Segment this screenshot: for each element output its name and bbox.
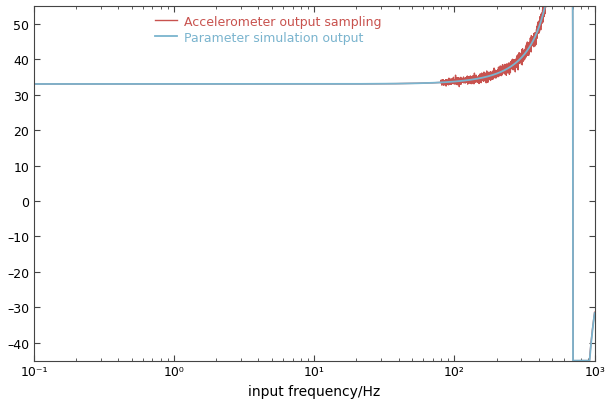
Parameter simulation output <box>446 80 453 85</box>
Accelerometer output sampling <box>570 358 577 363</box>
Accelerometer output sampling <box>30 82 37 87</box>
Parameter simulation output <box>542 4 549 9</box>
Accelerometer output sampling <box>446 79 453 84</box>
Line: Accelerometer output sampling: Accelerometer output sampling <box>34 7 595 361</box>
X-axis label: input frequency/Hz: input frequency/Hz <box>248 384 381 398</box>
Line: Parameter simulation output: Parameter simulation output <box>34 7 595 361</box>
Accelerometer output sampling <box>362 82 370 87</box>
Accelerometer output sampling <box>233 82 241 87</box>
Parameter simulation output <box>30 82 37 87</box>
Accelerometer output sampling <box>476 77 483 82</box>
Parameter simulation output <box>476 77 483 81</box>
Accelerometer output sampling <box>58 82 65 87</box>
Accelerometer output sampling <box>387 82 394 87</box>
Parameter simulation output <box>362 82 370 87</box>
Parameter simulation output <box>233 82 241 87</box>
Parameter simulation output <box>591 311 599 316</box>
Accelerometer output sampling <box>539 4 547 9</box>
Parameter simulation output <box>569 358 577 363</box>
Parameter simulation output <box>58 82 65 87</box>
Parameter simulation output <box>387 82 394 87</box>
Accelerometer output sampling <box>591 310 599 315</box>
Legend: Accelerometer output sampling, Parameter simulation output: Accelerometer output sampling, Parameter… <box>152 13 384 47</box>
